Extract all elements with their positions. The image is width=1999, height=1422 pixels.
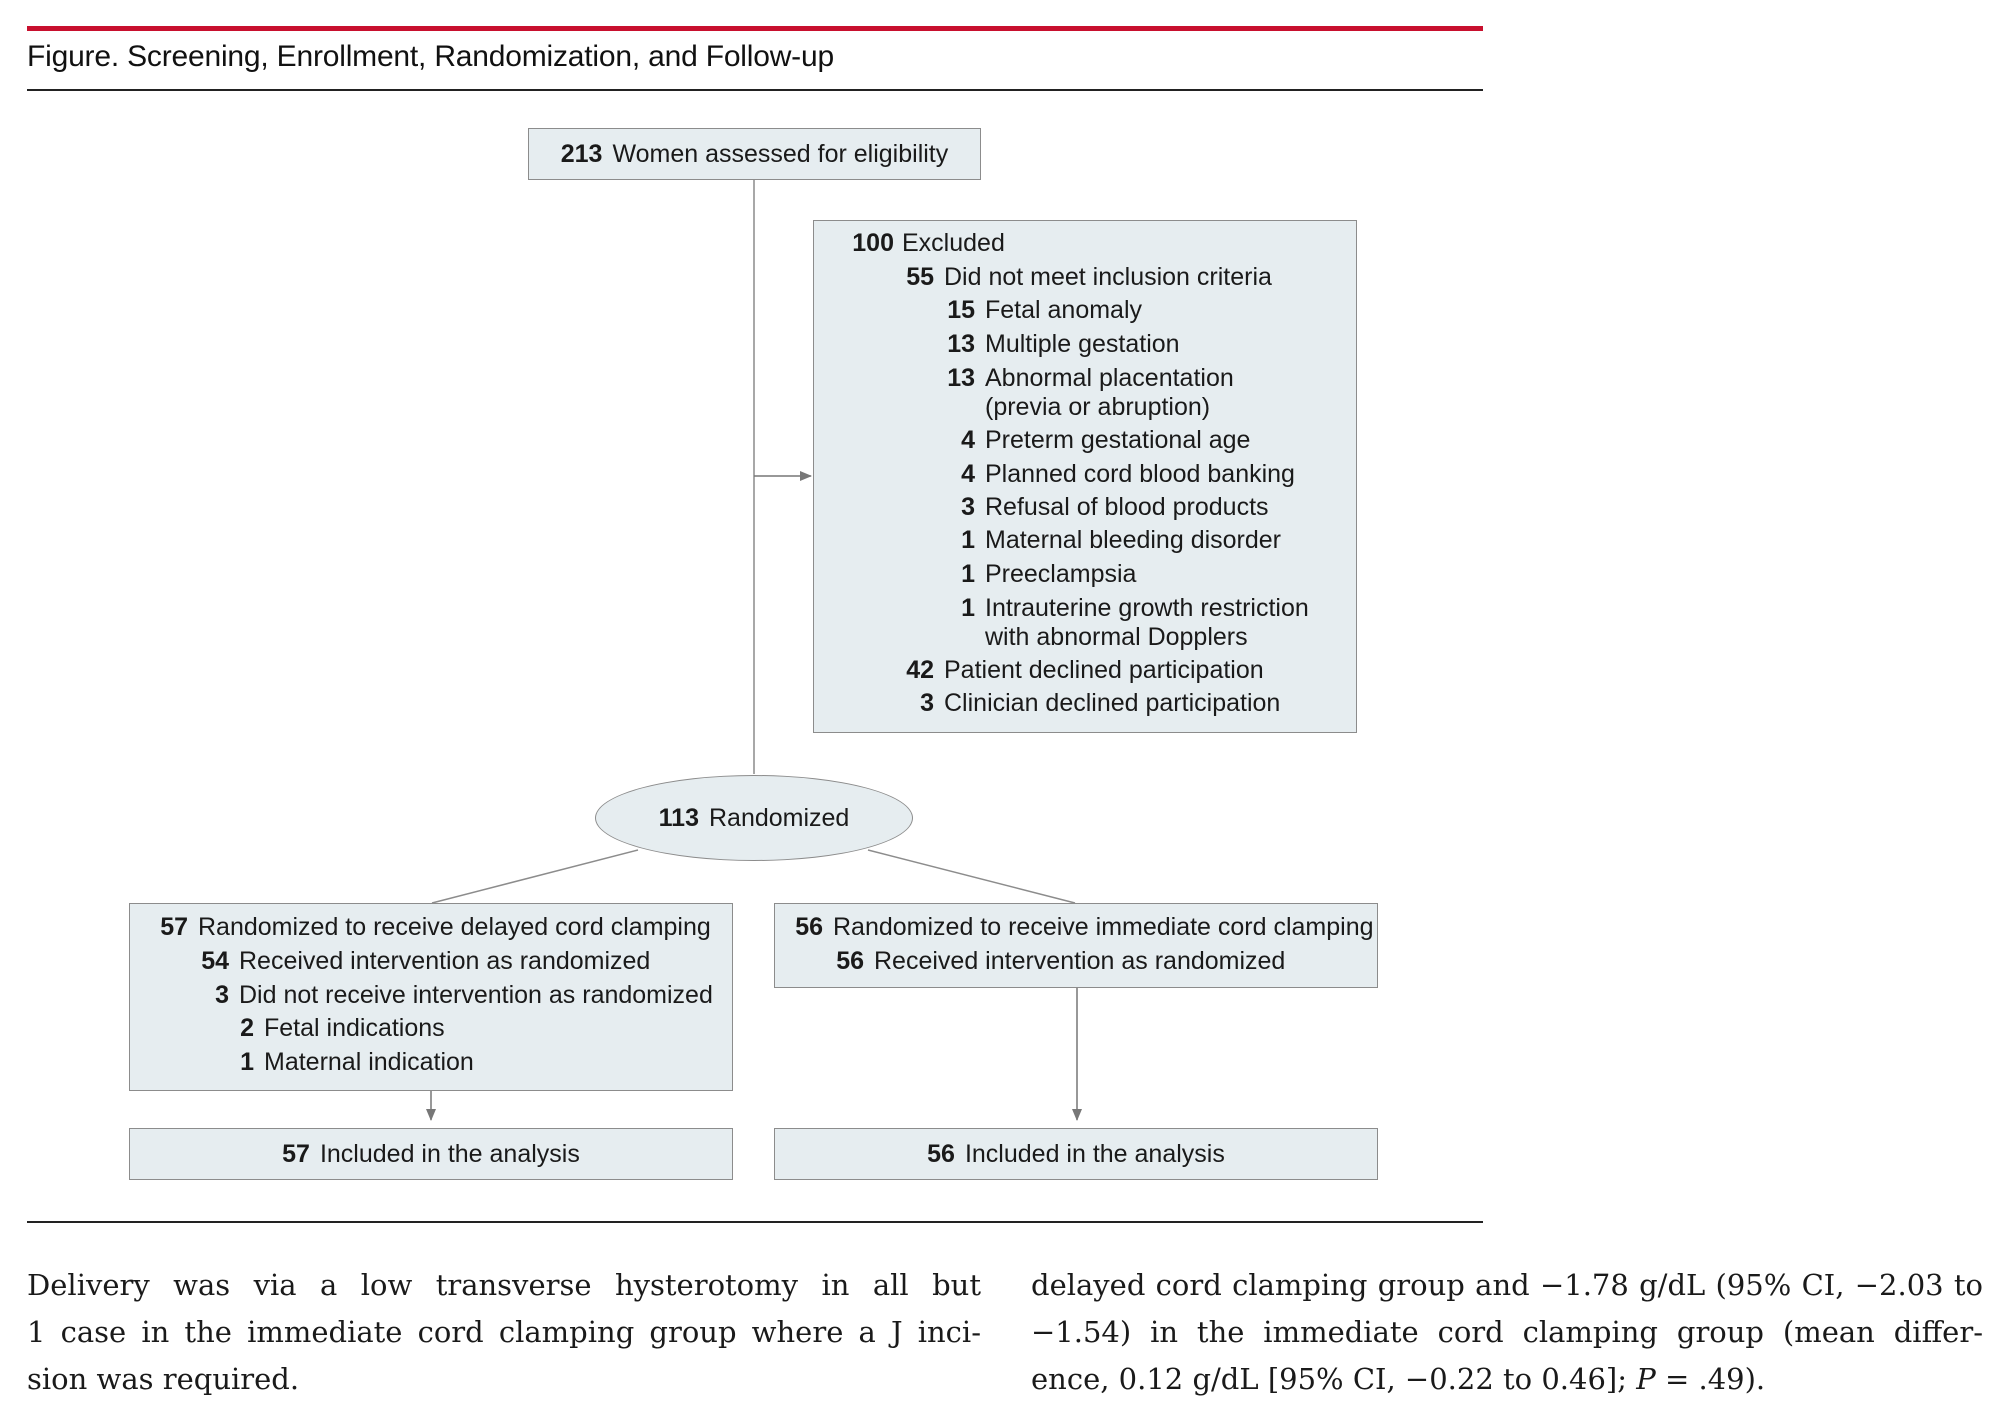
connector-randomized-to-immediate [867, 849, 1076, 904]
excluded-item-label: Refusal of blood products [985, 493, 1269, 521]
analysis-immediate-box: 56 Included in the analysis [774, 1128, 1378, 1180]
analysis-delayed-box: 57 Included in the analysis [129, 1128, 733, 1180]
figure-title: Figure. Screening, Enrollment, Randomiza… [27, 40, 834, 73]
body-text-left: Delivery was via a low transverse hyster… [27, 1262, 981, 1403]
body-right-text: = .49). [1655, 1362, 1766, 1396]
delayed-item-label: Did not receive intervention as randomiz… [239, 980, 713, 1009]
excluded-item-count: 3 [920, 689, 934, 717]
excluded-item-label: (previa or abruption) [985, 393, 1211, 421]
excluded-item-count: 1 [961, 560, 975, 588]
analysis-delayed-label: Included in the analysis [319, 1139, 580, 1168]
body-right-line: −1.54) in the immediate cord clamping gr… [1031, 1315, 1983, 1349]
assessed-count: 213 [560, 139, 603, 168]
delayed-item-label: Maternal indication [264, 1047, 474, 1076]
immediate-count: 56 [795, 913, 823, 941]
delayed-item-count: 54 [201, 947, 229, 975]
body-left-line: Delivery was via a low transverse hyster… [27, 1268, 981, 1302]
excluded-item-label: Multiple gestation [985, 330, 1180, 358]
randomized-ellipse: 113 Randomized [595, 775, 913, 861]
immediate-group-box: 56 Randomized to receive immediate cord … [774, 903, 1378, 988]
immediate-item-label: Received intervention as randomized [874, 947, 1286, 975]
immediate-item-count: 56 [836, 947, 864, 975]
figure-top-rule [27, 89, 1483, 91]
excluded-item-count: 55 [906, 263, 934, 291]
randomized-count: 113 [658, 803, 699, 832]
body-left-line: 1 case in the immediate cord clamping gr… [27, 1315, 981, 1349]
delayed-label: Randomized to receive delayed cord clamp… [198, 913, 711, 941]
excluded-item-count: 42 [906, 656, 934, 684]
excluded-item-count: 13 [947, 364, 975, 392]
body-text-right: delayed cord clamping group and −1.78 g/… [1031, 1262, 1983, 1403]
excluded-item-count: 1 [961, 526, 975, 554]
delayed-count: 57 [160, 913, 188, 941]
excluded-item-count: 3 [961, 493, 975, 521]
title-accent-rule [27, 26, 1483, 31]
delayed-item-label: Fetal indications [264, 1014, 445, 1042]
excluded-item-label: Planned cord blood banking [985, 460, 1295, 488]
excluded-box: 100 Excluded 55 Did not meet inclusion cr… [813, 220, 1357, 733]
excluded-item-label: Intrauterine growth restriction [985, 594, 1309, 622]
body-left-line: sion was required. [27, 1362, 300, 1396]
analysis-immediate-label: Included in the analysis [964, 1139, 1225, 1168]
excluded-item-count: 13 [947, 330, 975, 358]
assessed-box: 213 Women assessed for eligibility [528, 128, 981, 180]
p-value-symbol: P [1636, 1362, 1656, 1396]
excluded-item-label: Preeclampsia [985, 560, 1137, 588]
excluded-label: Excluded [902, 229, 1005, 257]
delayed-item-label: Received intervention as randomized [239, 947, 651, 975]
excluded-item-count: 4 [961, 460, 975, 488]
excluded-item-label: with abnormal Dopplers [985, 623, 1248, 651]
excluded-item-label: Maternal bleeding disorder [985, 526, 1282, 554]
body-right-line: ence, 0.12 g/dL [95% CI, −0.22 to 0.46];… [1031, 1356, 1983, 1403]
excluded-item-label: Clinician declined participation [944, 689, 1281, 717]
excluded-item-label: Abnormal placentation [985, 364, 1234, 392]
analysis-immediate-count: 56 [927, 1139, 955, 1168]
delayed-item-count: 3 [215, 980, 229, 1009]
randomized-label: Randomized [708, 803, 850, 832]
figure-bottom-rule [27, 1221, 1483, 1223]
excluded-count: 100 [852, 229, 894, 257]
analysis-delayed-count: 57 [282, 1139, 310, 1168]
excluded-item-label: Preterm gestational age [985, 426, 1251, 454]
immediate-label: Randomized to receive immediate cord cla… [833, 913, 1374, 941]
excluded-item-label: Fetal anomaly [985, 296, 1143, 324]
excluded-item-label: Did not meet inclusion criteria [944, 263, 1272, 291]
connector-randomized-to-delayed [431, 849, 639, 904]
assessed-label: Women assessed for eligibility [612, 139, 949, 168]
excluded-item-label: Patient declined participation [944, 656, 1264, 684]
excluded-item-count: 15 [947, 296, 975, 324]
body-right-line: delayed cord clamping group and −1.78 g/… [1031, 1268, 1983, 1302]
body-right-text: ence, 0.12 g/dL [95% CI, −0.22 to 0.46]; [1031, 1362, 1637, 1396]
excluded-item-count: 1 [961, 594, 975, 622]
delayed-item-count: 2 [240, 1014, 254, 1042]
delayed-item-count: 1 [240, 1047, 254, 1076]
excluded-item-count: 4 [961, 426, 975, 454]
delayed-group-box: 57 Randomized to receive delayed cord cl… [129, 903, 733, 1091]
